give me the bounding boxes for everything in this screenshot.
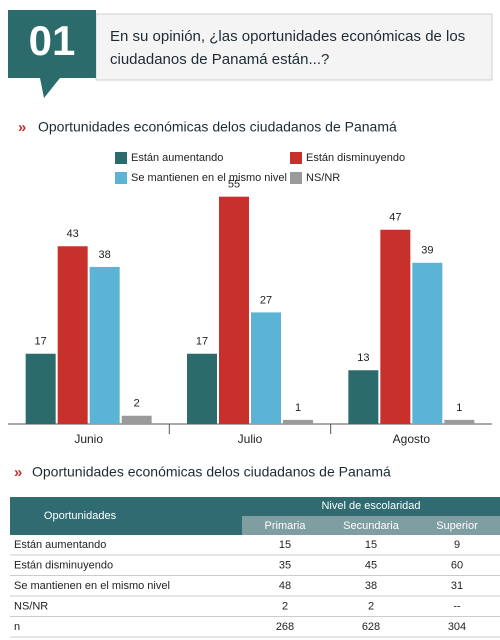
legend-swatch [290, 172, 302, 184]
bullet: » [18, 119, 26, 136]
legend-label: Están aumentando [131, 152, 223, 164]
value-label: 47 [389, 212, 401, 224]
table-subheader [242, 516, 500, 535]
question: En su opinión, ¿las oportunidades económ… [110, 28, 465, 45]
bar [380, 229, 411, 424]
value-label: 17 [196, 336, 208, 348]
bar [57, 246, 88, 424]
number-badge [8, 10, 96, 98]
bar [219, 196, 249, 424]
cell: 35 [279, 559, 291, 571]
cell: 15 [365, 539, 377, 551]
x-tick-label: Junio [74, 432, 103, 446]
row-label: NS/NR [14, 600, 48, 612]
value-label: 17 [35, 336, 47, 348]
legend-label: NS/NR [306, 172, 340, 184]
cell: 60 [451, 559, 463, 571]
bullet: » [14, 464, 22, 481]
cell: 2 [368, 600, 374, 612]
bar [412, 262, 443, 424]
bar [283, 419, 313, 424]
cell: 48 [279, 580, 291, 592]
cell: 38 [365, 580, 377, 592]
legend-swatch [115, 152, 127, 164]
bar [348, 370, 379, 424]
cell: 9 [454, 539, 460, 551]
value-label: 1 [456, 402, 462, 414]
x-tick-label: Julio [238, 432, 263, 446]
cell: -- [453, 600, 461, 612]
cell: 268 [276, 621, 294, 633]
header-cell: Primaria [265, 520, 307, 532]
table: Oportunidades Nivel de escolaridad Primari… [10, 497, 500, 638]
question-number: 01 [29, 17, 76, 64]
cell: 45 [365, 559, 377, 571]
header-cell: Secundaria [343, 520, 400, 532]
question-box [95, 13, 493, 81]
legend-swatch [115, 172, 127, 184]
question: ciudadanos de Panamá están...? [110, 51, 329, 68]
value-label: 43 [67, 228, 79, 240]
value-label: 1 [295, 402, 301, 414]
legend-swatch [290, 152, 302, 164]
cell: 15 [279, 539, 291, 551]
cell: 31 [451, 580, 463, 592]
bar [251, 312, 281, 424]
legend-label: Se mantienen en el mismo nivel [131, 172, 287, 184]
row-label: Están disminuyendo [14, 559, 113, 571]
header-cell: Superior [436, 520, 478, 532]
bar [89, 266, 120, 424]
bar [121, 415, 152, 424]
chart: Están aumentando Están disminuyendo Se man… [8, 152, 492, 446]
header-cell: Oportunidades [44, 510, 117, 522]
cell: 628 [362, 621, 380, 633]
value-label: 2 [134, 398, 140, 410]
row-label: Están aumentando [14, 539, 106, 551]
row-label: n [14, 621, 20, 633]
bar [444, 419, 475, 424]
value-label: 27 [260, 294, 272, 306]
cell: 304 [448, 621, 466, 633]
row-label: Se mantienen en el mismo nivel [14, 580, 170, 592]
chart-title: Oportunidades económicas delos ciudadano… [38, 119, 397, 135]
x-tick-label: Agosto [393, 432, 431, 446]
header-cell: Nivel de escolaridad [321, 500, 420, 512]
value-label: 13 [357, 352, 369, 364]
legend-label: Están disminuyendo [306, 152, 405, 164]
value-label: 55 [228, 179, 240, 191]
bar [25, 353, 56, 424]
table-title: Oportunidades económicas delos ciudadano… [32, 464, 391, 480]
value-label: 39 [421, 245, 433, 257]
value-label: 38 [99, 249, 111, 261]
cell: 2 [282, 600, 288, 612]
bar [187, 353, 217, 424]
